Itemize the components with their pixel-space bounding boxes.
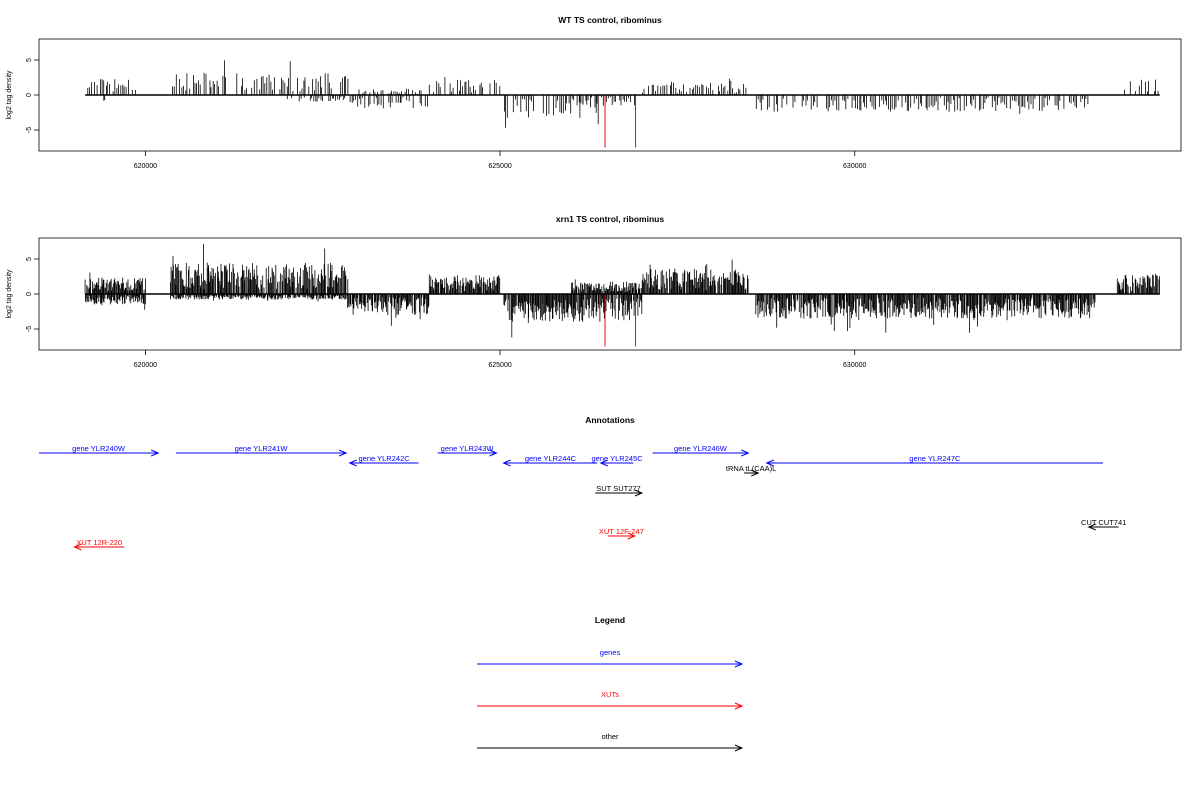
y-tick-label: -5 [26,326,33,332]
wt-axes: 5 0 -5 620000 625000 630000 [26,38,1182,170]
legend-arrow [477,744,744,752]
feature-arrow [348,459,419,467]
xrn1-y-axis-label: log2 tag density [6,269,13,319]
feature-label: gene YLR241W [235,444,289,453]
xrn1-axes: 5 0 -5 620000 625000 630000 [26,237,1182,369]
legend-label: genes [600,648,621,657]
feature-arrow [175,449,348,457]
x-tick-label: 620000 [134,362,157,369]
feature-label: CUT CUT741 [1081,518,1126,527]
feature-label: gene YLR247C [909,454,961,463]
xrn1-signal-panel: xrn1 TS control, ribominus 5 0 -5 620000 625… [6,214,1182,369]
y-tick-label: 0 [26,292,33,296]
feature-arrow [73,543,125,551]
legend: Legend genes XUTs other [477,615,744,752]
xrn1-highlight-bars [604,294,637,347]
feature-label: gene YLR244C [525,454,577,463]
feature-label: XUT 12R-220 [76,538,122,547]
feature-arrow [437,449,498,457]
feature-label: gene YLR243W [441,444,495,453]
annotations-track: Annotations gene YLR240W gene YLR241Wgene… [39,415,1126,551]
feature-arrow [744,469,760,477]
feature-arrow [607,532,637,540]
legend-title: Legend [595,615,625,625]
wt-signal-bars [87,60,1159,128]
feature-arrow [595,489,644,497]
legend-label: other [601,732,619,741]
feature-arrow [652,449,750,457]
annotations-title: Annotations [585,415,635,425]
y-tick-label: -5 [26,127,33,133]
x-tick-label: 625000 [488,163,511,170]
y-tick-label: 5 [26,58,33,62]
feature-label: SUT SUT277 [596,484,640,493]
x-tick-label: 630000 [843,163,866,170]
feature-arrow [39,449,160,457]
x-tick-label: 630000 [843,362,866,369]
feature-label: XUT 12F-247 [599,527,644,536]
y-tick-label: 5 [26,257,33,261]
wt-signal-panel: WT TS control, ribominus 5 0 -5 620000 62500… [6,15,1182,170]
x-tick-label: 625000 [488,362,511,369]
wt-y-axis-label: log2 tag density [6,70,13,120]
legend-arrow [477,702,744,710]
legend-entries: genes XUTs other [477,648,744,752]
legend-label: XUTs [601,690,619,699]
feature-label: gene YLR246W [674,444,728,453]
feature-label: gene YLR240W [72,444,126,453]
legend-arrow [477,660,744,668]
y-tick-label: 0 [26,93,33,97]
feature-label: gene YLR242C [359,454,411,463]
wt-highlight-bars [604,95,637,148]
feature-arrow [502,459,598,467]
xrn1-signal-bars [84,243,1160,338]
feature-arrow [1087,523,1119,531]
feature-arrow [765,459,1103,467]
feature-label: tRNA tL(CAA)L [726,464,776,473]
annotation-features: gene YLR240W gene YLR241W gene YLR242C gene… [39,444,1126,551]
x-tick-label: 620000 [134,163,157,170]
xrn1-panel-title: xrn1 TS control, ribominus [556,214,664,224]
wt-panel-title: WT TS control, ribominus [558,15,662,25]
feature-label: gene YLR245C [592,454,644,463]
feature-arrow [599,459,634,467]
